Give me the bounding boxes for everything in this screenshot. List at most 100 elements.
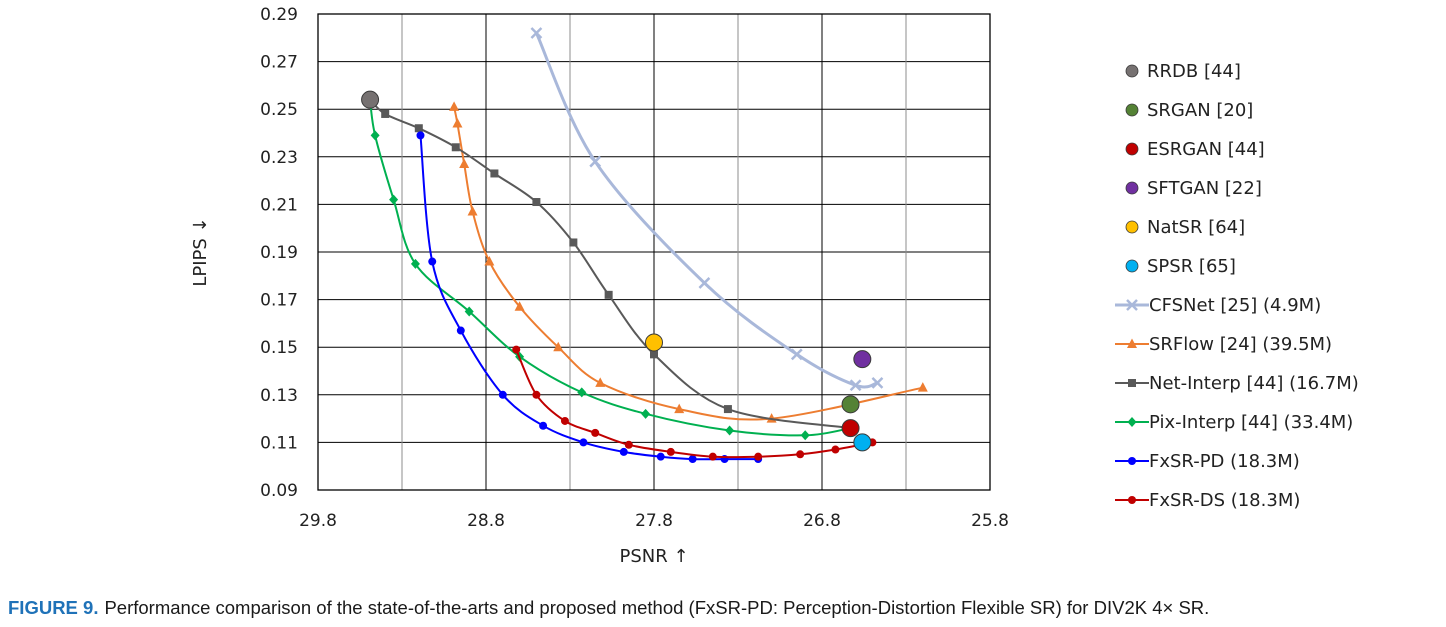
series-point [796,450,805,459]
caption-text: Performance comparison of the state-of-t… [104,597,1210,618]
series-point [464,306,474,317]
series-point [666,447,675,456]
series-point [512,345,521,354]
plot-frame [317,13,991,491]
series-point [553,341,564,352]
legend-label: Pix-Interp [44] (33.4M) [1149,412,1353,433]
point-srgan-20- [841,395,860,414]
series-point [451,143,460,152]
grid [317,13,991,491]
series-point [849,379,862,392]
series-point [723,405,732,414]
legend-entry: FxSR-PD (18.3M) [1115,451,1300,472]
y-tick-label: 0.27 [260,53,298,73]
y-tick-label: 0.15 [260,338,298,358]
series-point [569,238,578,247]
series-point [370,130,380,141]
points-layer [361,90,872,452]
series-cfsnet-25-4-9m- [530,27,884,392]
x-tick-label: 28.8 [467,511,505,531]
series-srflow-24-39-5m- [449,101,928,423]
series-point [591,428,600,437]
legend-symbol [1125,64,1139,78]
legend-label: SPSR [65] [1147,256,1236,277]
series-point [619,447,628,456]
series-point [698,277,711,289]
y-tick-label: 0.25 [260,100,298,120]
series-point [708,452,717,461]
point-natsr-64- [645,333,663,352]
legend-entry: SRFlow [24] (39.5M) [1115,334,1332,355]
legend-symbol [1125,103,1139,117]
series-point [595,377,606,387]
series-point [459,158,470,168]
legend-label: FxSR-PD (18.3M) [1149,451,1300,472]
figure-caption: FIGURE 9. Performance comparison of the s… [8,597,1444,619]
series-point [831,445,840,454]
legend-entry: SRGAN [20] [1125,100,1253,121]
series-layer [365,27,928,464]
series-line [369,98,851,430]
x-mark-stroke [1126,299,1138,311]
legend-label: SFTGAN [22] [1147,178,1262,199]
x-mark-stroke [698,277,711,289]
y-axis-label: LPIPS ↓ [190,217,211,286]
y-tick-label: 0.13 [260,386,298,406]
legend-label: SRFlow [24] (39.5M) [1149,334,1332,355]
legend-symbol [1125,220,1139,234]
series-point [539,421,548,430]
x-mark-stroke [871,377,884,389]
legend-entry: Pix-Interp [44] (33.4M) [1115,412,1353,433]
series-point [381,109,390,118]
series-point [917,382,928,392]
legend-label: FxSR-DS (18.3M) [1149,490,1300,511]
legend-symbol [1125,181,1139,195]
series-point [514,301,525,311]
series-net-interp-44-16-7m- [366,95,855,433]
series-line [535,32,878,389]
y-tick-label: 0.17 [260,291,298,311]
legend-entry: CFSNet [25] (4.9M) [1115,295,1321,316]
legend-symbol [1128,496,1136,504]
y-tick-label: 0.29 [260,5,298,25]
x-mark-stroke [589,155,602,168]
series-point [725,425,735,436]
legend-label: Net-Interp [44] (16.7M) [1149,373,1359,394]
series-line [453,106,923,421]
series-point [656,452,665,461]
y-tick-label: 0.21 [260,195,298,215]
legend-label: NatSR [64] [1147,217,1245,238]
chart: 0.29 0.27 0.25 0.23 0.21 0.19 0.17 0.15 0.13 0.11… [190,5,1359,567]
series-point [484,256,495,266]
series-point [688,455,697,464]
series-line [419,135,759,461]
series-fxsr-pd-18-3m- [416,131,763,464]
point-rrdb-44- [361,90,380,109]
x-axis-ticks: 29.8 28.8 27.8 26.8 25.8 [299,511,1009,531]
series-point [560,416,569,425]
x-mark-stroke [790,348,803,361]
series-point [577,387,587,398]
legend-symbol [1126,299,1138,311]
series-point [467,206,478,216]
legend-label: RRDB [44] [1147,61,1241,82]
legend-label: CFSNet [25] (4.9M) [1149,295,1321,316]
legend-entry: SFTGAN [22] [1125,178,1262,199]
x-tick-label: 26.8 [803,511,841,531]
legend-symbol [1125,259,1139,273]
series-point [490,169,499,178]
legend-symbol [1127,417,1137,427]
series-point [624,440,633,449]
series-point [428,257,437,266]
series-point [579,438,588,447]
legend-symbol [1127,338,1137,348]
series-point [389,194,399,205]
legend-entry: NatSR [64] [1125,217,1245,238]
legend-entry: RRDB [44] [1125,61,1241,82]
x-mark-stroke [849,379,862,392]
series-point [449,101,460,111]
series-point [452,117,463,128]
legend-label: ESRGAN [44] [1147,139,1265,160]
series-fxsr-ds-18-3m- [512,345,877,461]
series-point [800,430,810,441]
